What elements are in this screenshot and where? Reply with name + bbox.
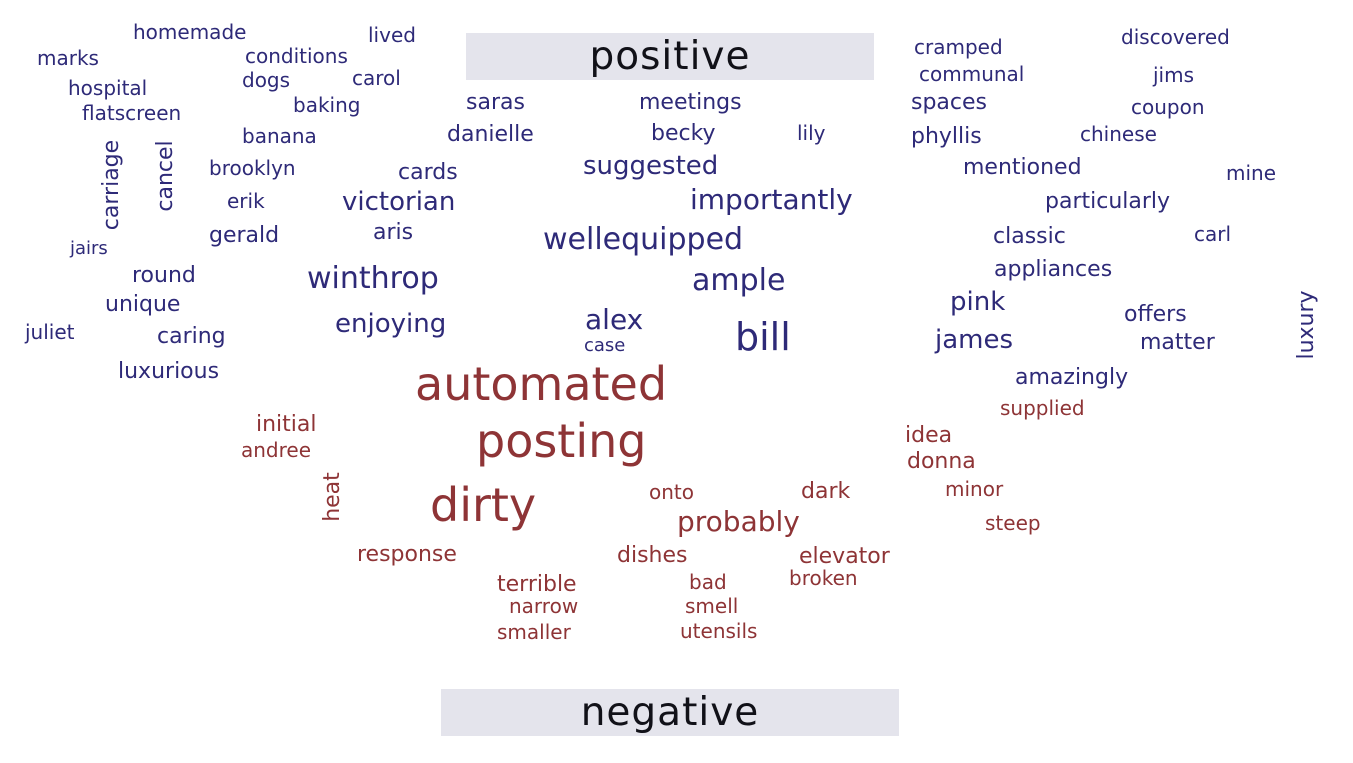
word-posting: posting xyxy=(476,414,647,468)
word-gerald: gerald xyxy=(209,223,280,248)
word-homemade: homemade xyxy=(133,20,247,44)
word-coupon: coupon xyxy=(1131,95,1205,119)
word-carriage: carriage xyxy=(99,139,124,231)
word-particularly: particularly xyxy=(1045,189,1171,214)
word-classic: classic xyxy=(993,224,1066,249)
word-cards: cards xyxy=(398,160,458,185)
word-cancel: cancel xyxy=(153,140,178,212)
word-flatscreen: flatscreen xyxy=(82,101,182,125)
word-heat: heat xyxy=(320,472,345,522)
word-unique: unique xyxy=(105,292,181,317)
word-elevator: elevator xyxy=(799,544,890,569)
word-onto: onto xyxy=(649,480,694,504)
positive-label: positive xyxy=(466,33,874,80)
word-importantly: importantly xyxy=(690,183,853,216)
word-ample: ample xyxy=(692,263,786,298)
word-baking: baking xyxy=(293,93,361,117)
word-lily: lily xyxy=(797,121,826,145)
word-lived: lived xyxy=(368,23,416,47)
word-communal: communal xyxy=(919,62,1025,86)
word-dark: dark xyxy=(801,479,851,504)
word-mine: mine xyxy=(1226,161,1277,185)
word-bill: bill xyxy=(735,315,791,359)
word-initial: initial xyxy=(256,412,317,437)
word-meetings: meetings xyxy=(639,90,742,115)
word-enjoying: enjoying xyxy=(335,309,447,339)
word-victorian: victorian xyxy=(342,187,456,217)
word-round: round xyxy=(132,263,196,288)
word-jairs: jairs xyxy=(70,238,108,259)
word-amazingly: amazingly xyxy=(1015,365,1129,390)
word-smaller: smaller xyxy=(497,620,571,644)
word-brooklyn: brooklyn xyxy=(209,156,296,180)
word-donna: donna xyxy=(907,449,976,474)
word-andree: andree xyxy=(241,438,312,462)
word-discovered: discovered xyxy=(1121,25,1230,49)
word-wellequipped: wellequipped xyxy=(543,222,744,257)
word-utensils: utensils xyxy=(680,619,758,643)
word-saras: saras xyxy=(466,90,525,115)
word-hospital: hospital xyxy=(68,76,148,100)
word-erik: erik xyxy=(227,189,265,213)
word-broken: broken xyxy=(789,566,858,590)
word-terrible: terrible xyxy=(497,572,577,597)
word-appliances: appliances xyxy=(994,257,1113,282)
word-marks: marks xyxy=(37,46,99,70)
word-becky: becky xyxy=(651,121,716,146)
word-dishes: dishes xyxy=(617,543,688,568)
word-carl: carl xyxy=(1194,222,1232,246)
word-suggested: suggested xyxy=(583,151,719,181)
word-carol: carol xyxy=(352,66,401,90)
word-idea: idea xyxy=(905,423,953,448)
word-narrow: narrow xyxy=(509,594,579,618)
word-aris: aris xyxy=(373,220,414,245)
word-steep: steep xyxy=(985,511,1041,535)
word-matter: matter xyxy=(1140,330,1215,355)
word-dirty: dirty xyxy=(430,478,537,532)
negative-label: negative xyxy=(441,689,899,736)
word-chinese: chinese xyxy=(1080,122,1157,146)
word-caring: caring xyxy=(157,324,226,349)
word-luxurious: luxurious xyxy=(118,359,220,384)
word-dogs: dogs xyxy=(242,68,291,92)
word-conditions: conditions xyxy=(245,44,348,68)
word-phyllis: phyllis xyxy=(911,124,982,149)
word-winthrop: winthrop xyxy=(307,261,439,296)
word-supplied: supplied xyxy=(1000,396,1085,420)
word-mentioned: mentioned xyxy=(963,155,1082,180)
word-smell: smell xyxy=(685,594,739,618)
word-alex: alex xyxy=(585,303,644,336)
word-jims: jims xyxy=(1153,63,1195,87)
word-response: response xyxy=(357,542,457,567)
word-bad: bad xyxy=(689,570,727,594)
word-case: case xyxy=(584,335,626,356)
word-luxury: luxury xyxy=(1294,290,1319,360)
word-cramped: cramped xyxy=(914,35,1003,59)
word-spaces: spaces xyxy=(911,90,988,115)
word-banana: banana xyxy=(242,124,317,148)
word-offers: offers xyxy=(1124,302,1187,327)
word-probably: probably xyxy=(677,505,800,538)
word-juliet: juliet xyxy=(25,320,75,344)
word-pink: pink xyxy=(950,287,1006,317)
word-minor: minor xyxy=(945,477,1004,501)
word-james: james xyxy=(935,325,1014,355)
word-automated: automated xyxy=(415,357,668,411)
word-danielle: danielle xyxy=(447,122,534,147)
